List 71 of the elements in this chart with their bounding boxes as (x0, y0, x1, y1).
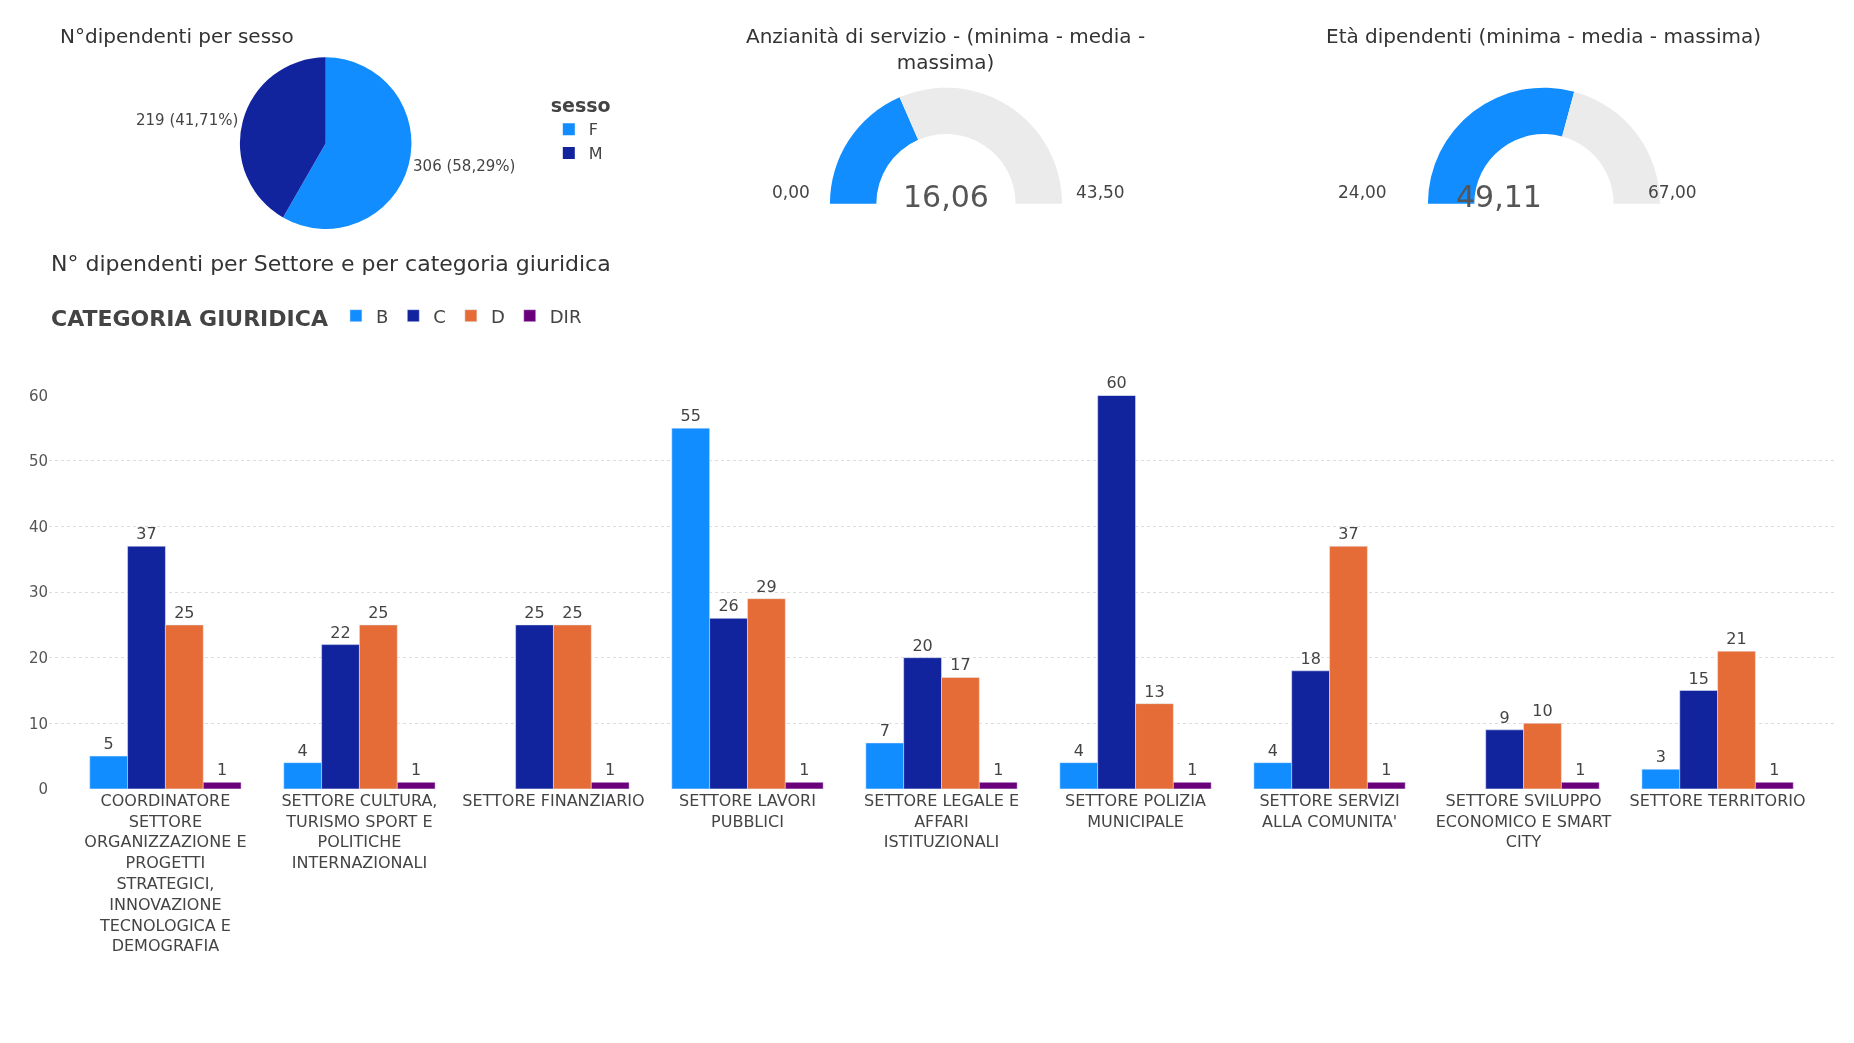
data-label: 306 (58,29%) (413, 156, 516, 175)
data-label: 18 (1300, 648, 1321, 668)
data-label: 37 (136, 524, 157, 544)
data-label: 4 (1073, 740, 1084, 760)
data-label: 10 (1532, 701, 1553, 721)
data-label: 1 (217, 760, 228, 780)
data-label: 9 (1499, 707, 1510, 727)
data-label: 3 (1655, 747, 1666, 767)
x-tick-label: SETTORE CULTURA, TURISMO SPORT E POLITICHE INTERNAZIONALI (281, 790, 438, 873)
y-tick-label: 10 (28, 714, 48, 733)
data-label: 60 (1106, 373, 1127, 393)
x-tick-label: SETTORE POLIZIA MUNICIPALE (1065, 790, 1207, 831)
x-tick-label: SETTORE SERVIZI ALLA COMUNITA' (1259, 790, 1400, 831)
data-label: 1 (993, 760, 1004, 780)
data-label: 26 (718, 596, 739, 616)
pie-slice (240, 57, 326, 218)
data-label: 1 (1769, 760, 1780, 780)
legend-label: D (490, 305, 505, 327)
text: 16,06 (903, 179, 989, 214)
data-label: 25 (562, 602, 583, 622)
data-label: 17 (950, 655, 971, 675)
x-tick-label: SETTORE TERRITORIO (1629, 790, 1806, 810)
legend-label: B (375, 305, 389, 327)
text: 0,00 (772, 182, 810, 202)
data-label: 15 (1688, 668, 1709, 688)
x-tick-label: SETTORE LEGALE E AFFARI ISTITUZIONALI (863, 790, 1020, 852)
text: 43,50 (1076, 182, 1125, 202)
text: 67,00 (1648, 182, 1697, 202)
data-label: 5 (103, 734, 114, 754)
legend-label: F (588, 120, 598, 140)
y-tick-label: 20 (28, 648, 48, 667)
data-label: 4 (297, 740, 308, 760)
data-label: 1 (1381, 760, 1392, 780)
x-tick-label: SETTORE FINANZIARIO (462, 790, 645, 810)
data-label: 55 (680, 406, 701, 426)
data-label: 13 (1144, 681, 1165, 701)
legend-label: C (433, 305, 446, 327)
x-tick-label: SETTORE SVILUPPO ECONOMICO E SMART CITY (1435, 790, 1612, 852)
legend-title: sesso (550, 94, 611, 117)
y-tick-label: 30 (28, 583, 48, 602)
pie-slice (283, 57, 412, 229)
chart-title: N° dipendenti per Settore e per categoria giuridica (51, 251, 611, 276)
data-label: 25 (368, 602, 389, 622)
chart-title: Età dipendenti (minima - media - massima) (1326, 24, 1762, 48)
legend-label: M (588, 144, 603, 164)
data-label: 1 (799, 760, 810, 780)
data-label: 21 (1726, 629, 1747, 649)
chart-title: N°dipendenti per sesso (60, 24, 294, 48)
data-label: 1 (1187, 760, 1198, 780)
data-label: 25 (174, 602, 195, 622)
y-tick-label: 0 (38, 780, 48, 799)
x-tick-label: COORDINATORE SETTORE ORGANIZZAZIONE E PROGETTI STRATEGICI, INNOVAZIONE TECNOLOGICA E DEMOGRAFIA (84, 790, 247, 956)
chart-title: Anzianità di servizio - (minima - media - massima) (746, 24, 1146, 74)
data-label: 1 (1575, 760, 1586, 780)
y-tick-label: 50 (28, 452, 48, 471)
data-label: 25 (524, 602, 545, 622)
x-tick-label: SETTORE LAVORI PUBBLICI (679, 790, 816, 831)
data-label: 4 (1267, 740, 1278, 760)
data-label: 20 (912, 635, 933, 655)
y-tick-label: 40 (28, 517, 48, 536)
legend-label: DIR (549, 305, 582, 327)
data-label: 22 (330, 622, 351, 642)
y-tick-label: 60 (28, 386, 48, 405)
data-label: 29 (756, 576, 777, 596)
data-label: 37 (1338, 524, 1359, 544)
legend-title: CATEGORIA GIURIDICA (51, 306, 328, 332)
data-label: 1 (411, 760, 422, 780)
data-label: 1 (605, 760, 616, 780)
text: 24,00 (1338, 182, 1387, 202)
data-label: 219 (41,71%) (135, 111, 239, 130)
data-label: 7 (879, 720, 890, 740)
